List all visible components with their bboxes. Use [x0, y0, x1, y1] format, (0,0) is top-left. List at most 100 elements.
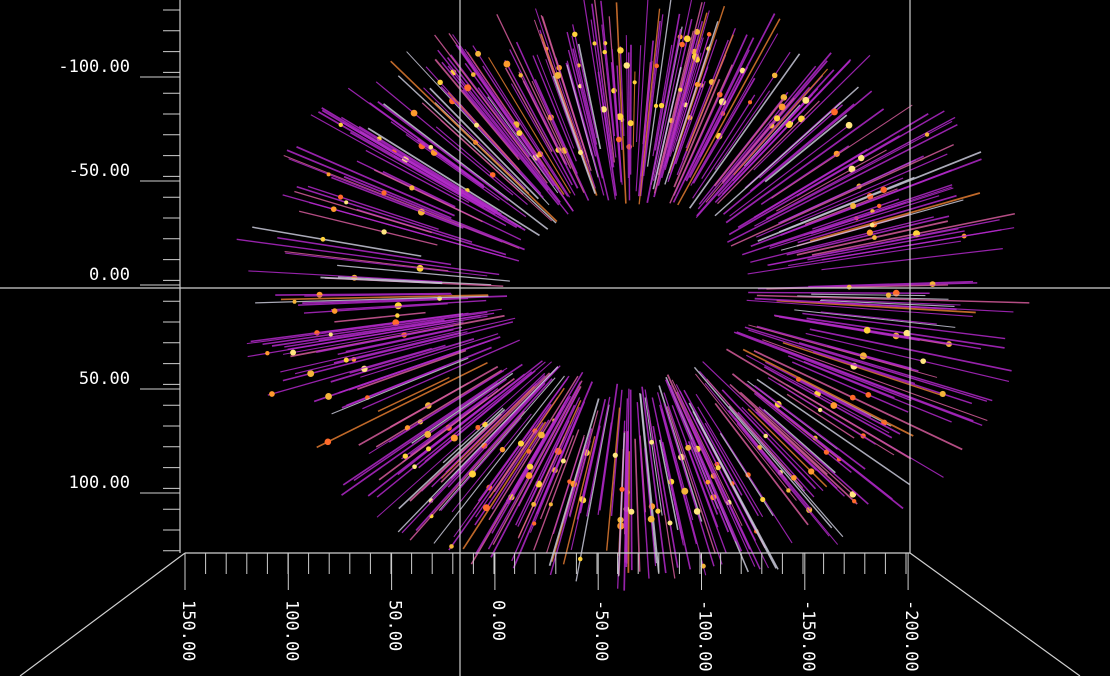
particle: [567, 479, 572, 484]
streak: [434, 34, 548, 184]
streak: [337, 264, 510, 282]
particle: [580, 497, 587, 504]
particle: [475, 50, 482, 57]
streak: [271, 319, 445, 347]
streak: [776, 149, 887, 212]
particle: [858, 154, 865, 162]
streak: [393, 155, 496, 215]
particle: [627, 120, 634, 127]
particle: [700, 563, 706, 569]
streak: [601, 24, 617, 158]
streak: [721, 389, 817, 490]
tick-label: -100.00: [695, 600, 715, 672]
streak: [425, 66, 542, 194]
tick-label: 0.00: [488, 600, 508, 641]
streak: [766, 116, 956, 220]
streak: [510, 83, 576, 196]
streak: [817, 301, 1014, 313]
streak: [423, 87, 527, 190]
particle: [437, 79, 443, 86]
particle: [531, 501, 537, 507]
streak: [797, 295, 949, 300]
streak: [586, 396, 611, 517]
streak: [549, 428, 593, 576]
particle: [532, 521, 537, 526]
streak: [536, 54, 575, 149]
streak: [762, 339, 988, 422]
streak: [377, 101, 509, 201]
streak: [330, 338, 475, 383]
streak: [534, 79, 578, 174]
particle: [617, 47, 624, 54]
streak: [671, 404, 719, 528]
particle: [818, 407, 823, 413]
particle: [706, 32, 712, 37]
streak: [695, 373, 797, 501]
streak: [677, 18, 781, 206]
streak: [634, 438, 641, 572]
particle: [924, 132, 930, 137]
particle: [518, 73, 523, 78]
streak: [307, 185, 439, 230]
streak: [667, 68, 708, 182]
streak: [388, 370, 505, 443]
streak: [321, 107, 508, 220]
streak: [747, 240, 961, 275]
streak: [663, 72, 692, 168]
streak: [605, 407, 621, 551]
streak: [320, 276, 443, 285]
streak: [283, 155, 520, 249]
particle: [517, 440, 525, 447]
streak: [639, 20, 661, 197]
streak: [809, 328, 1012, 372]
streak: [683, 389, 743, 496]
streak: [756, 153, 948, 238]
particle: [326, 172, 331, 177]
streak: [376, 361, 552, 518]
tick-label: -50.00: [69, 161, 130, 181]
streak: [714, 402, 809, 526]
particle: [903, 329, 911, 337]
particle: [830, 402, 838, 409]
streak: [811, 187, 954, 235]
particle: [381, 190, 387, 196]
streak: [778, 316, 920, 342]
particle: [482, 504, 490, 512]
streak: [447, 382, 546, 488]
tick-label: 0.00: [89, 265, 130, 285]
streak: [532, 55, 577, 162]
streak: [753, 54, 871, 171]
streak: [490, 388, 580, 558]
particle: [939, 390, 946, 397]
streak: [246, 308, 502, 345]
streak: [373, 169, 483, 223]
streak: [798, 341, 993, 402]
particle: [468, 470, 477, 478]
particle: [577, 556, 583, 562]
streak: [652, 0, 693, 181]
streak: [474, 396, 569, 555]
streak: [376, 371, 533, 498]
streak: [397, 366, 559, 533]
streak: [737, 411, 815, 498]
particle: [572, 31, 578, 38]
tick-label: -150.00: [798, 600, 818, 672]
streak: [725, 108, 885, 224]
streak: [623, 398, 629, 528]
streak: [697, 65, 817, 210]
streak: [748, 329, 916, 385]
particle: [808, 468, 815, 475]
streak: [658, 439, 679, 531]
streak: [487, 96, 559, 194]
tick-label: 50.00: [79, 369, 130, 389]
streak: [382, 103, 549, 230]
streak: [236, 238, 500, 276]
streak: [451, 413, 532, 513]
streak: [733, 331, 912, 402]
streak: [577, 43, 602, 150]
perspective-edge: [909, 552, 1081, 676]
streak: [786, 215, 950, 256]
streak: [786, 393, 855, 439]
streak: [767, 219, 1000, 266]
particle: [869, 222, 875, 228]
